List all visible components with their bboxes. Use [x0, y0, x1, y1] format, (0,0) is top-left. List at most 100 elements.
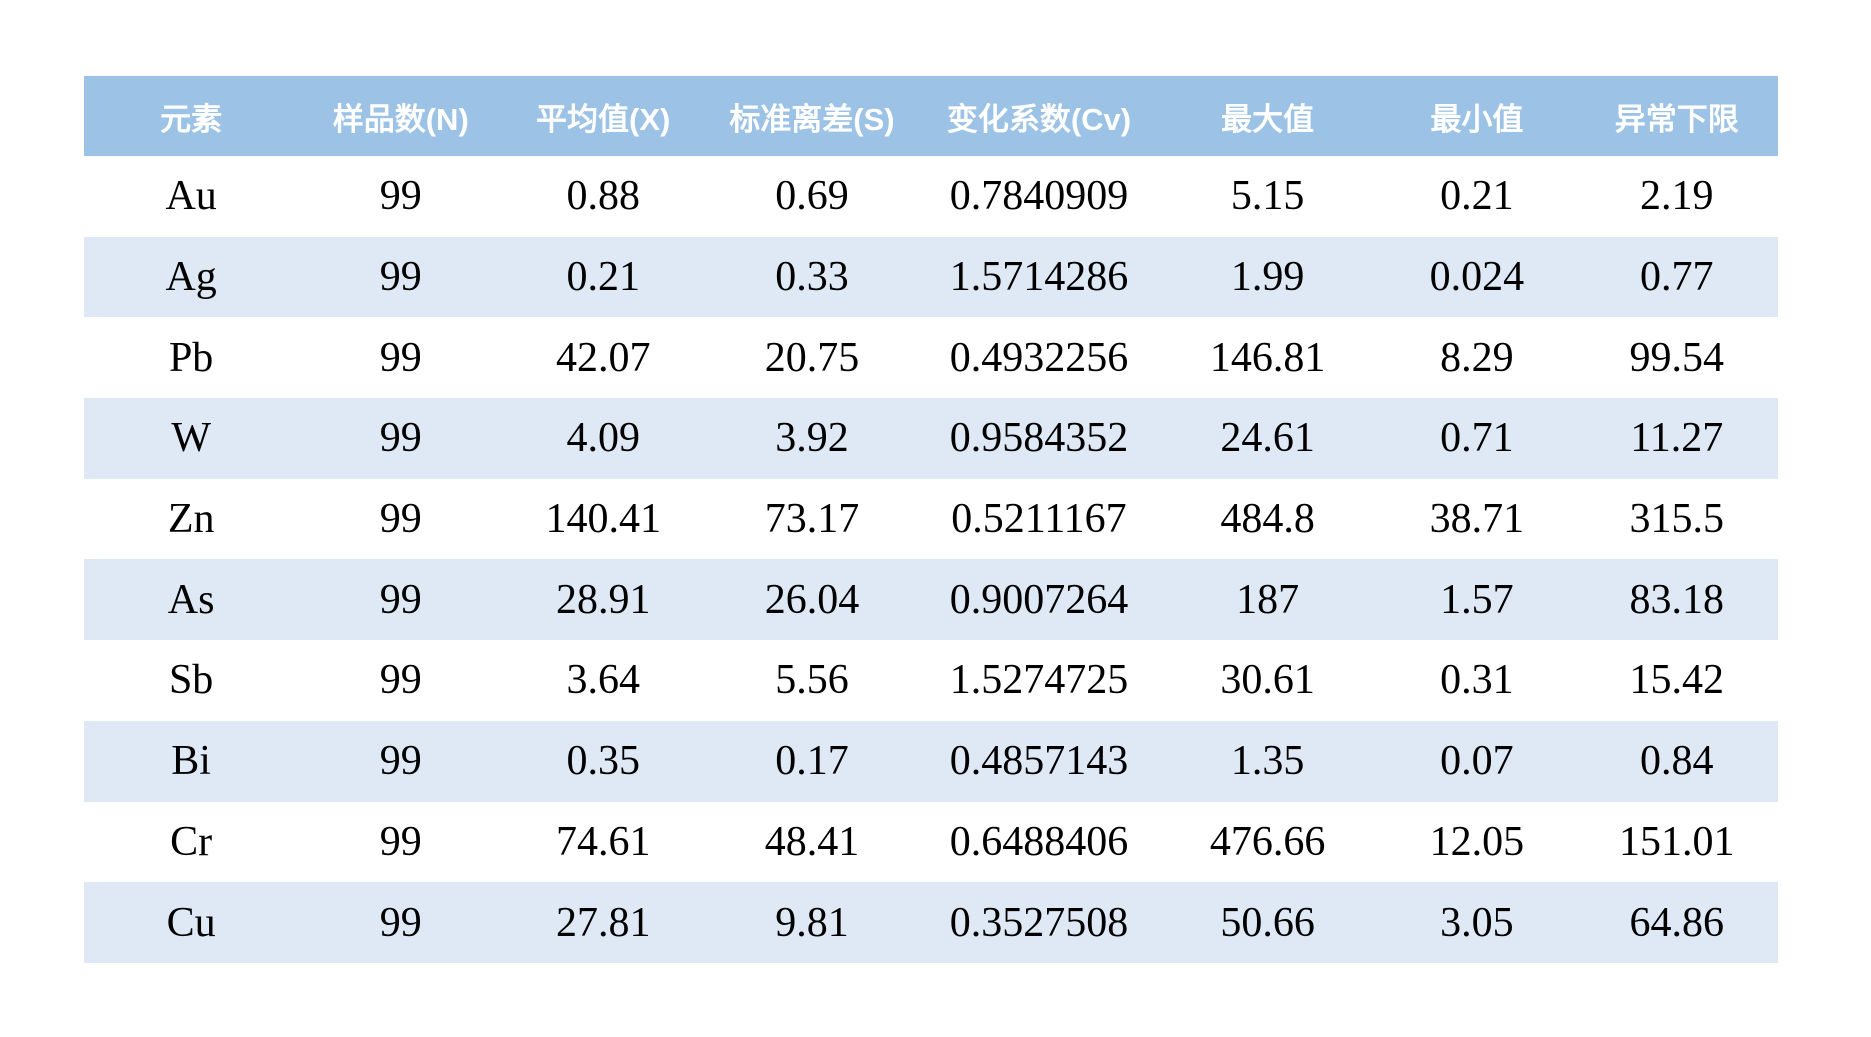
- cell-anomaly-lower-limit: 151.01: [1575, 801, 1778, 883]
- cell-min-value: 0.71: [1378, 398, 1576, 479]
- table-row-Bi: Bi 99 0.35 0.17 0.4857143 1.35 0.07 0.84: [84, 720, 1778, 802]
- table-row-As: As 99 28.91 26.04 0.9007264 187 1.57 83.18: [84, 559, 1778, 641]
- cell-sample-count-n: 99: [298, 801, 504, 883]
- table-row-W: W 99 4.09 3.92 0.9584352 24.61 0.71 11.27: [84, 398, 1778, 479]
- cell-mean-x: 3.64: [503, 640, 704, 721]
- element-statistics-table: 元素 样品数(N) 平均值(X) 标准离差(S) 变化系数(Cv) 最大值 最小值 异常下限 …: [84, 76, 1778, 963]
- cell-cv: 0.4932256: [920, 317, 1158, 399]
- cell-cv: 0.9007264: [920, 559, 1158, 641]
- cell-min-value: 3.05: [1378, 882, 1576, 963]
- cell-anomaly-lower-limit: 2.19: [1575, 156, 1778, 237]
- cell-std-dev-s: 5.56: [703, 640, 921, 721]
- cell-min-value: 0.21: [1378, 156, 1576, 237]
- cell-max-value: 24.61: [1157, 398, 1379, 479]
- cell-std-dev-s: 3.92: [703, 398, 921, 479]
- header-cell-sample-count-n: 样品数(N): [298, 76, 504, 156]
- cell-sample-count-n: 99: [298, 398, 504, 479]
- cell-sample-count-n: 99: [298, 478, 504, 560]
- cell-mean-x: 28.91: [503, 559, 704, 641]
- table-row-Pb: Pb 99 42.07 20.75 0.4932256 146.81 8.29 99.54: [84, 317, 1778, 399]
- table-row-Cu: Cu 99 27.81 9.81 0.3527508 50.66 3.05 64.86: [84, 882, 1778, 963]
- cell-min-value: 0.07: [1378, 720, 1576, 802]
- cell-element: Bi: [84, 720, 299, 802]
- header-cell-max-value: 最大值: [1157, 76, 1379, 156]
- cell-sample-count-n: 99: [298, 882, 504, 963]
- header-row: 元素 样品数(N) 平均值(X) 标准离差(S) 变化系数(Cv) 最大值 最小值 异常下限: [84, 76, 1778, 156]
- cell-min-value: 12.05: [1378, 801, 1576, 883]
- cell-sample-count-n: 99: [298, 559, 504, 641]
- cell-mean-x: 42.07: [503, 317, 704, 399]
- cell-element: Sb: [84, 640, 299, 721]
- cell-sample-count-n: 99: [298, 317, 504, 399]
- cell-cv: 1.5714286: [920, 236, 1158, 318]
- cell-mean-x: 0.35: [503, 720, 704, 802]
- cell-sample-count-n: 99: [298, 720, 504, 802]
- cell-max-value: 484.8: [1157, 478, 1379, 560]
- cell-min-value: 0.31: [1378, 640, 1576, 721]
- cell-mean-x: 0.21: [503, 236, 704, 318]
- cell-cv: 0.5211167: [920, 478, 1158, 560]
- cell-element: Au: [84, 156, 299, 237]
- cell-anomaly-lower-limit: 83.18: [1575, 559, 1778, 641]
- cell-std-dev-s: 20.75: [703, 317, 921, 399]
- cell-anomaly-lower-limit: 0.84: [1575, 720, 1778, 802]
- cell-std-dev-s: 26.04: [703, 559, 921, 641]
- header-cell-cv: 变化系数(Cv): [920, 76, 1158, 156]
- cell-element: W: [84, 398, 299, 479]
- cell-mean-x: 0.88: [503, 156, 704, 237]
- cell-max-value: 187: [1157, 559, 1379, 641]
- cell-min-value: 8.29: [1378, 317, 1576, 399]
- table-body: Au 99 0.88 0.69 0.7840909 5.15 0.21 2.19 Ag 99 0.2…: [84, 156, 1778, 963]
- cell-max-value: 146.81: [1157, 317, 1379, 399]
- cell-anomaly-lower-limit: 0.77: [1575, 236, 1778, 318]
- cell-max-value: 1.99: [1157, 236, 1379, 318]
- header-cell-mean-x: 平均值(X): [503, 76, 704, 156]
- header-cell-std-dev-s: 标准离差(S): [703, 76, 921, 156]
- cell-element: Zn: [84, 478, 299, 560]
- cell-cv: 0.9584352: [920, 398, 1158, 479]
- header-cell-min-value: 最小值: [1378, 76, 1576, 156]
- cell-mean-x: 27.81: [503, 882, 704, 963]
- cell-anomaly-lower-limit: 64.86: [1575, 882, 1778, 963]
- cell-cv: 1.5274725: [920, 640, 1158, 721]
- cell-anomaly-lower-limit: 315.5: [1575, 478, 1778, 560]
- cell-cv: 0.3527508: [920, 882, 1158, 963]
- header-cell-anomaly-lower-limit: 异常下限: [1575, 76, 1778, 156]
- cell-std-dev-s: 0.17: [703, 720, 921, 802]
- cell-min-value: 38.71: [1378, 478, 1576, 560]
- table-row-Sb: Sb 99 3.64 5.56 1.5274725 30.61 0.31 15.42: [84, 640, 1778, 721]
- table-row-Cr: Cr 99 74.61 48.41 0.6488406 476.66 12.05 151.01: [84, 801, 1778, 883]
- cell-std-dev-s: 73.17: [703, 478, 921, 560]
- cell-cv: 0.4857143: [920, 720, 1158, 802]
- table-row-Ag: Ag 99 0.21 0.33 1.5714286 1.99 0.024 0.77: [84, 236, 1778, 318]
- cell-element: As: [84, 559, 299, 641]
- cell-element: Ag: [84, 236, 299, 318]
- cell-element: Cr: [84, 801, 299, 883]
- table-row-Zn: Zn 99 140.41 73.17 0.5211167 484.8 38.71 315.5: [84, 478, 1778, 560]
- cell-element: Pb: [84, 317, 299, 399]
- cell-mean-x: 74.61: [503, 801, 704, 883]
- cell-mean-x: 140.41: [503, 478, 704, 560]
- header-cell-element: 元素: [84, 76, 299, 156]
- cell-min-value: 0.024: [1378, 236, 1576, 318]
- cell-sample-count-n: 99: [298, 640, 504, 721]
- table-row-Au: Au 99 0.88 0.69 0.7840909 5.15 0.21 2.19: [84, 156, 1778, 237]
- cell-sample-count-n: 99: [298, 156, 504, 237]
- cell-sample-count-n: 99: [298, 236, 504, 318]
- cell-std-dev-s: 0.69: [703, 156, 921, 237]
- cell-max-value: 30.61: [1157, 640, 1379, 721]
- cell-mean-x: 4.09: [503, 398, 704, 479]
- cell-max-value: 476.66: [1157, 801, 1379, 883]
- cell-cv: 0.6488406: [920, 801, 1158, 883]
- cell-anomaly-lower-limit: 99.54: [1575, 317, 1778, 399]
- cell-max-value: 1.35: [1157, 720, 1379, 802]
- cell-max-value: 5.15: [1157, 156, 1379, 237]
- cell-std-dev-s: 9.81: [703, 882, 921, 963]
- cell-std-dev-s: 48.41: [703, 801, 921, 883]
- cell-anomaly-lower-limit: 15.42: [1575, 640, 1778, 721]
- cell-min-value: 1.57: [1378, 559, 1576, 641]
- cell-max-value: 50.66: [1157, 882, 1379, 963]
- cell-element: Cu: [84, 882, 299, 963]
- cell-cv: 0.7840909: [920, 156, 1158, 237]
